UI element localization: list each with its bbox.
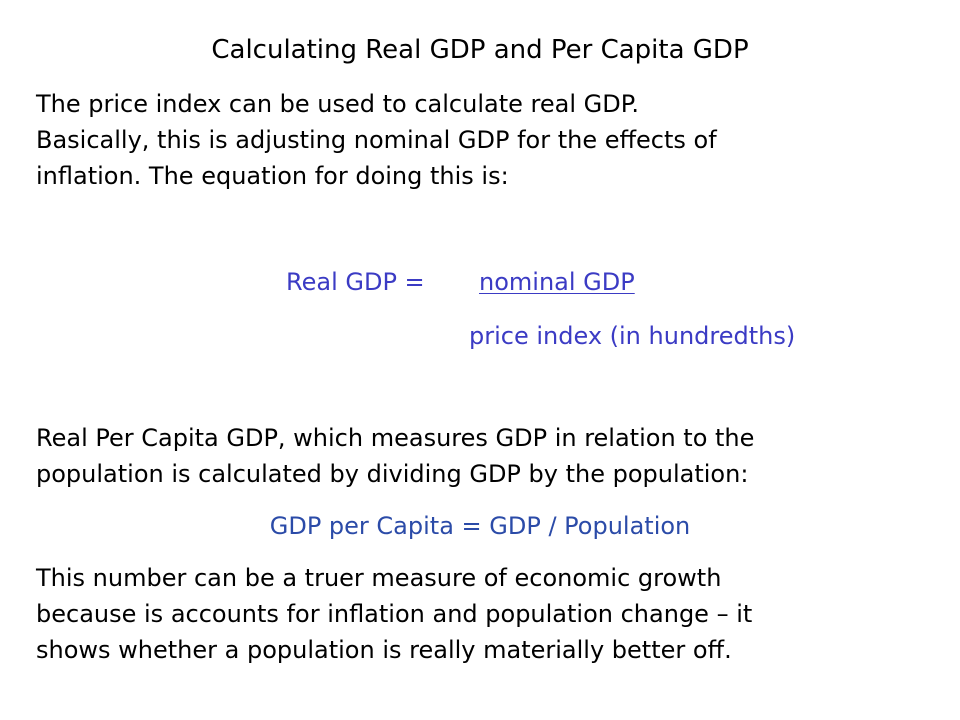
conclusion-line: because is accounts for inflation and po… <box>36 600 753 628</box>
intro-line: Basically, this is adjusting nominal GDP… <box>36 126 717 154</box>
per-capita-paragraph: Real Per Capita GDP, which measures GDP … <box>36 420 916 492</box>
per-capita-line: population is calculated by dividing GDP… <box>36 460 749 488</box>
per-capita-equation: GDP per Capita = GDP / Population <box>269 512 691 540</box>
intro-line: inflation. The equation for doing this i… <box>36 162 509 190</box>
intro-line: The price index can be used to calculate… <box>36 90 640 118</box>
per-capita-line: Real Per Capita GDP, which measures GDP … <box>36 424 755 452</box>
real-gdp-equation-label: Real GDP = <box>286 268 425 296</box>
conclusion-paragraph: This number can be a truer measure of ec… <box>36 560 916 668</box>
conclusion-line: shows whether a population is really mat… <box>36 636 732 664</box>
conclusion-line: This number can be a truer measure of ec… <box>36 564 722 592</box>
slide-title: Calculating Real GDP and Per Capita GDP <box>211 35 749 65</box>
real-gdp-equation-denominator: price index (in hundredths) <box>469 322 796 350</box>
intro-paragraph: The price index can be used to calculate… <box>36 86 916 194</box>
real-gdp-equation-numerator: nominal GDP <box>479 268 635 296</box>
